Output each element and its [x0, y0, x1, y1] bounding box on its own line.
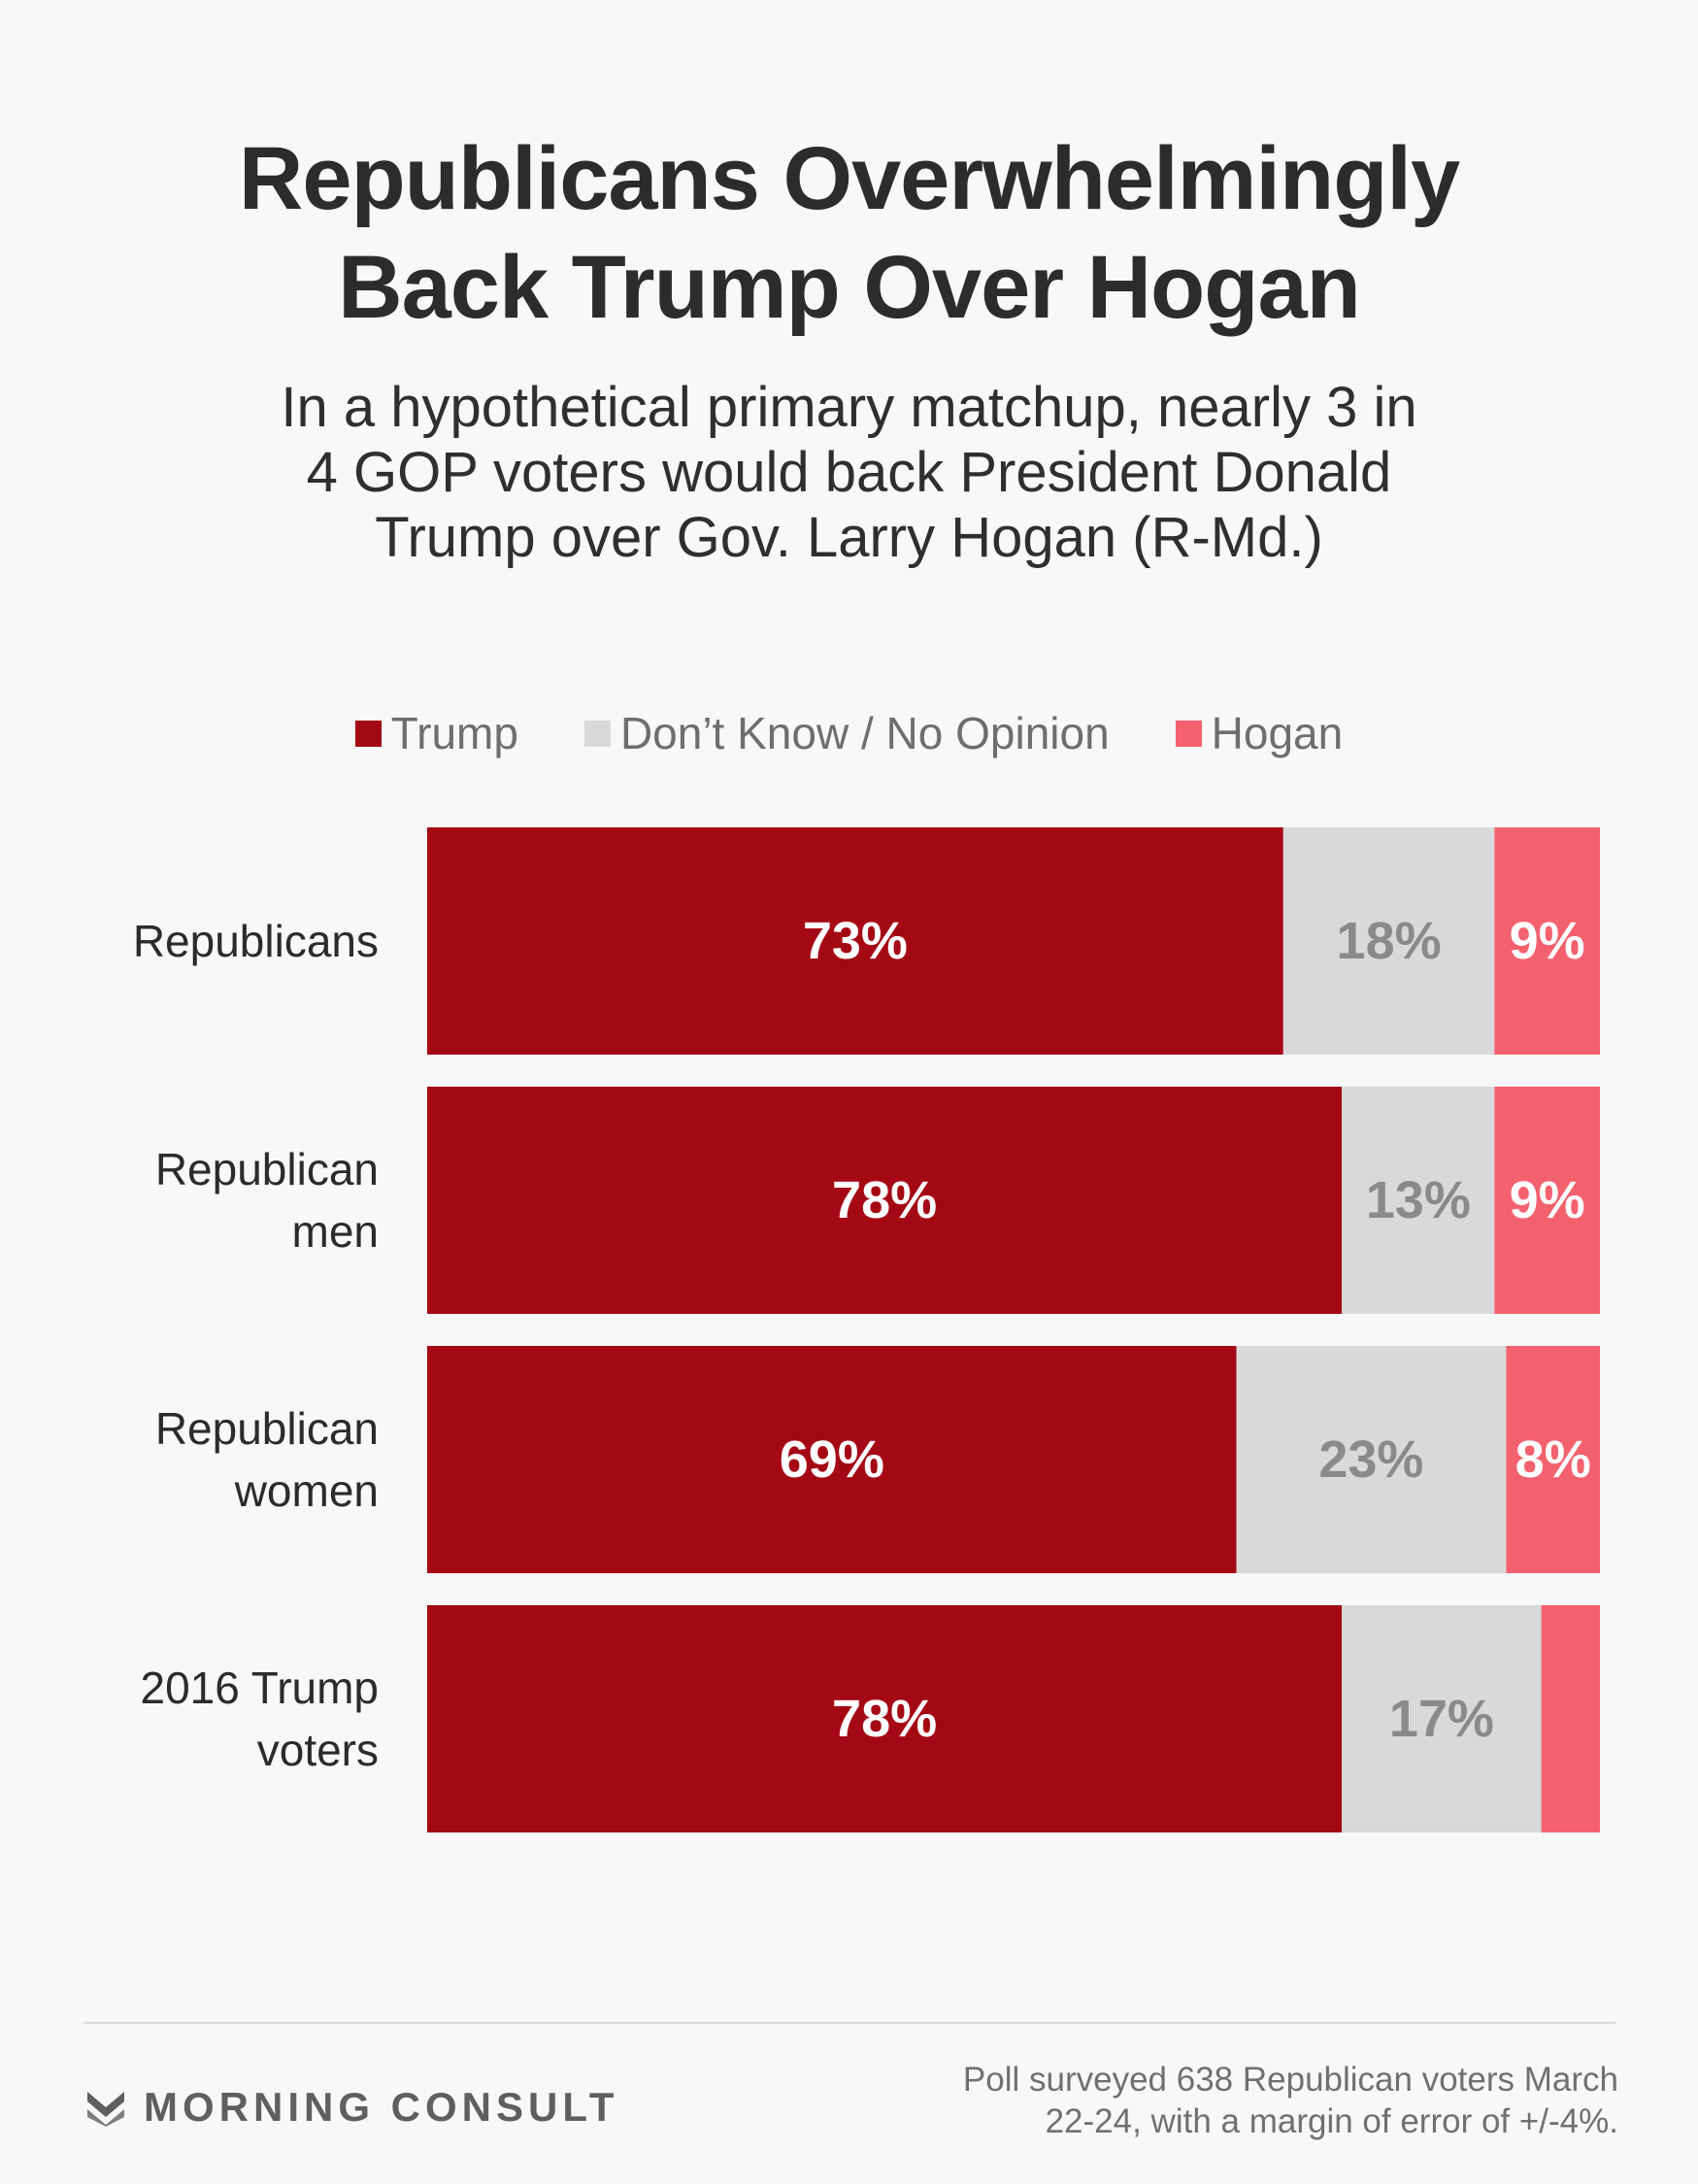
- data-label-trump-republicans: 73%: [803, 912, 908, 970]
- bar-segment-trump-republican-women: [427, 1346, 1237, 1573]
- bar-segment-don-t-know-no-opinion-republican-men: [1342, 1087, 1495, 1314]
- title-line-1: Republicans Overwhelmingly: [238, 129, 1460, 228]
- source-line-2: 22-24, with a margin of error of +/-4%.: [1045, 2102, 1618, 2140]
- category-label-line: men: [291, 1206, 379, 1257]
- subtitle-line-3: Trump over Gov. Larry Hogan (R-Md.): [375, 506, 1323, 569]
- category-label-republican-women: Republican women: [58, 1397, 379, 1522]
- legend-label-dont-know: Don’t Know / No Opinion: [619, 708, 1110, 758]
- data-label-hogan-republican-women: 8%: [1515, 1430, 1591, 1489]
- bar-segment-don-t-know-no-opinion-republican-women: [1236, 1346, 1507, 1573]
- morning-consult-logo-icon: [87, 2092, 124, 2127]
- legend-item-trump: Trump: [354, 707, 518, 759]
- chart-legend: Trump Don’t Know / No Opinion Hogan: [0, 704, 1698, 762]
- data-label-trump-republican-women: 69%: [780, 1430, 884, 1489]
- legend-label-hogan: Hogan: [1211, 708, 1344, 758]
- source-note: Poll surveyed 638 Republican voters Marc…: [919, 2059, 1618, 2142]
- chart-title: Republicans Overwhelmingly Back Trump Ov…: [0, 124, 1698, 342]
- category-label-republican-men: Republican men: [58, 1138, 379, 1262]
- bar-segment-hogan-2016-trump-voters: [1541, 1605, 1600, 1832]
- data-label-don-t-know-no-opinion-republicans: 18%: [1337, 912, 1442, 970]
- brand-name: MORNING CONSULT: [144, 2084, 619, 2130]
- data-label-hogan-republican-men: 9%: [1510, 1171, 1585, 1229]
- bar-segment-hogan-republican-men: [1494, 1087, 1600, 1314]
- category-label-line: Republican: [154, 1403, 379, 1454]
- legend-swatch-hogan: [1175, 720, 1202, 747]
- subtitle-line-2: 4 GOP voters would back President Donald: [306, 441, 1392, 504]
- subtitle-line-1: In a hypothetical primary matchup, nearl…: [281, 376, 1417, 439]
- footer-divider: [83, 2022, 1615, 2024]
- legend-swatch-dont-know: [583, 720, 611, 747]
- category-label-line: Republican: [154, 1144, 379, 1194]
- category-label-line: Republicans: [132, 916, 379, 966]
- data-label-don-t-know-no-opinion-2016-trump-voters: 17%: [1389, 1690, 1494, 1748]
- category-label-republicans: Republicans: [58, 910, 379, 972]
- category-label-line: 2016 Trump: [140, 1663, 379, 1713]
- legend-item-dont-know: Don’t Know / No Opinion: [583, 707, 1110, 759]
- bar-segment-trump-republicans: [427, 827, 1283, 1055]
- legend-label-trump: Trump: [390, 708, 518, 758]
- legend-item-hogan: Hogan: [1175, 707, 1344, 759]
- title-line-2: Back Trump Over Hogan: [338, 238, 1361, 337]
- category-label-line: women: [234, 1465, 379, 1516]
- chart-subtitle: In a hypothetical primary matchup, nearl…: [0, 375, 1698, 570]
- bar-segment-trump-republican-men: [427, 1087, 1343, 1314]
- category-label-2016-trump-voters: 2016 Trump voters: [58, 1657, 379, 1781]
- category-label-line: voters: [256, 1725, 379, 1775]
- bar-segment-trump-2016-trump-voters: [427, 1605, 1343, 1832]
- data-label-trump-2016-trump-voters: 78%: [832, 1690, 937, 1748]
- brand-logo: MORNING CONSULT: [85, 2078, 619, 2136]
- legend-swatch-trump: [354, 720, 382, 747]
- data-label-hogan-republicans: 9%: [1510, 912, 1585, 970]
- bar-segment-hogan-republican-women: [1506, 1346, 1600, 1573]
- data-label-don-t-know-no-opinion-republican-women: 23%: [1318, 1430, 1423, 1489]
- bar-segment-don-t-know-no-opinion-2016-trump-voters: [1342, 1605, 1542, 1832]
- data-label-trump-republican-men: 78%: [832, 1171, 937, 1229]
- data-label-don-t-know-no-opinion-republican-men: 13%: [1366, 1171, 1471, 1229]
- bar-segment-hogan-republicans: [1494, 827, 1600, 1055]
- source-line-1: Poll surveyed 638 Republican voters Marc…: [962, 2061, 1618, 2099]
- bar-segment-don-t-know-no-opinion-republicans: [1282, 827, 1495, 1055]
